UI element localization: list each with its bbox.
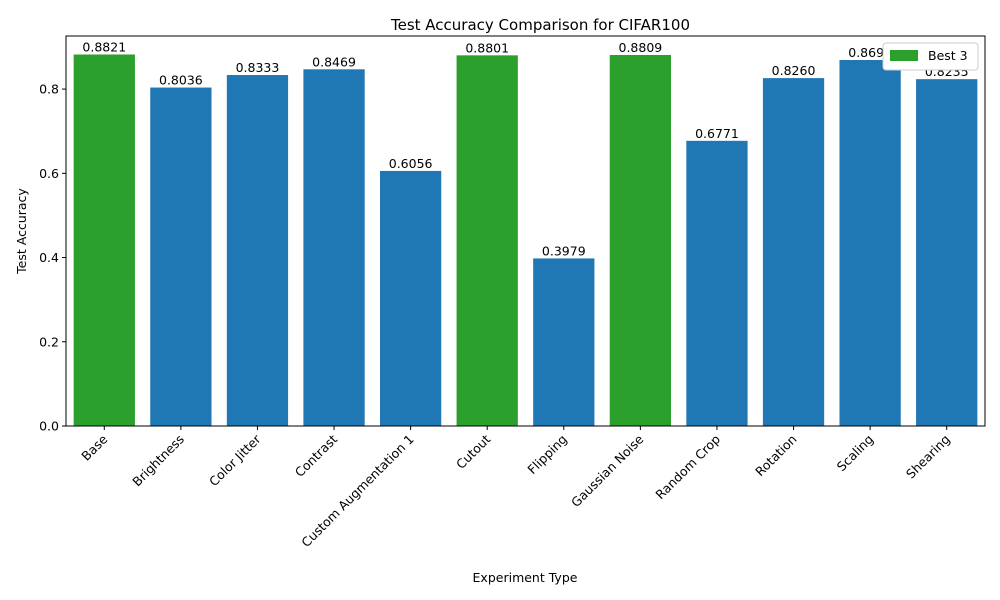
chart-title: Test Accuracy Comparison for CIFAR100 (390, 16, 690, 34)
x-tick-label-contrast: Contrast (292, 431, 340, 479)
bar-custom-augmentation-1 (379, 170, 442, 426)
x-tick-label-rotation: Rotation (752, 432, 800, 480)
x-axis-label: Experiment Type (473, 570, 578, 585)
legend-label-best-3: Best 3 (928, 48, 968, 63)
y-tick-label-2: 0.4 (39, 250, 59, 265)
bar-base (73, 54, 135, 427)
bar-cutout (456, 55, 518, 426)
legend-box (882, 42, 979, 71)
bar-shearing (916, 79, 978, 426)
x-tick-label-color-jitter: Color Jitter (206, 431, 264, 489)
data-labels-group: 0.8821 0.8036 0.8333 0.8469 0.6056 0.8801 0.39… (82, 39, 968, 258)
bar-color-jitter (226, 75, 289, 426)
x-tick-label-flipping: Flipping (524, 432, 569, 477)
data-label-random-crop: 0.6771 (695, 126, 739, 141)
y-axis: 0.0 0.2 0.4 0.6 0.8 (39, 82, 66, 434)
bar-gaussian-noise (609, 54, 672, 427)
y-tick-label-0: 0.0 (39, 419, 59, 434)
x-tick-label-gaussian-noise: Gaussian Noise (568, 431, 647, 510)
bar-brightness (150, 87, 212, 427)
x-tick-label-brightness: Brightness (129, 432, 187, 490)
x-tick-label-scaling: Scaling (834, 432, 877, 475)
bar-random-crop (686, 140, 748, 426)
data-label-color-jitter: 0.8333 (236, 60, 280, 75)
legend: Best 3 (882, 42, 979, 71)
bar-contrast (303, 69, 365, 426)
bar-scaling (839, 60, 901, 427)
data-label-brightness: 0.8036 (159, 73, 203, 88)
data-label-cutout: 0.8801 (465, 40, 509, 55)
data-label-custom-augmentation-1: 0.6056 (389, 156, 433, 171)
x-tick-label-cutout: Cutout (453, 431, 493, 471)
data-label-gaussian-noise: 0.8809 (619, 40, 663, 55)
bar-flipping (533, 258, 595, 426)
x-tick-label-random-crop: Random Crop (652, 431, 723, 502)
x-axis: Base Brightness Color Jitter ContrastCustom… (78, 426, 953, 550)
bars-group (73, 54, 978, 427)
y-tick-label-4: 0.8 (39, 82, 59, 97)
bar-rotation (762, 78, 825, 426)
data-label-rotation: 0.8260 (772, 63, 816, 78)
legend-swatch-best-3 (890, 50, 918, 61)
y-axis-label: Test Accuracy (14, 188, 29, 275)
y-tick-label-3: 0.6 (39, 166, 59, 181)
x-tick-label-base: Base (78, 431, 110, 463)
y-tick-label-1: 0.2 (39, 334, 59, 349)
data-label-scaling: 0.8690 (848, 45, 892, 60)
data-label-base: 0.8821 (82, 39, 126, 54)
plot-frame (65, 35, 986, 427)
data-label-flipping: 0.3979 (542, 243, 586, 258)
x-tick-label-shearing: Shearing (903, 432, 953, 482)
data-label-contrast: 0.8469 (312, 54, 356, 69)
